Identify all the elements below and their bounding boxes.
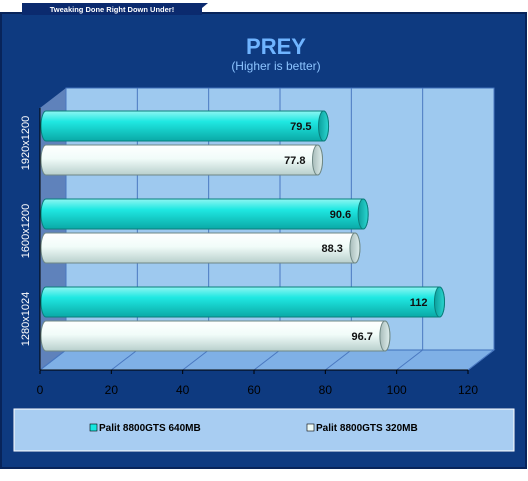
legend-swatch-640 — [89, 423, 98, 432]
bars-layer: 79.5 77.8 90.6 88.3 112 96.7 — [40, 110, 445, 352]
legend-label-320: Palit 8800GTS 320MB — [316, 423, 418, 434]
data-label: 90.6 — [330, 209, 351, 221]
category-label: 1600x1200 — [20, 204, 32, 258]
category-label: 1920x1200 — [20, 116, 32, 170]
legend-label-640: Palit 8800GTS 640MB — [99, 423, 201, 434]
bar-cap — [379, 320, 391, 352]
data-label: 112 — [410, 297, 428, 309]
data-label: 79.5 — [290, 121, 311, 133]
category-labels: 1920x1200 1600x1200 1280x1024 — [20, 116, 32, 346]
x-tick-label: 80 — [319, 383, 333, 397]
gridline-floor — [325, 349, 352, 371]
chart-title: PREY — [246, 34, 306, 59]
gridline-floor — [467, 349, 495, 371]
chart-subtitle: (Higher is better) — [231, 59, 320, 73]
banner-text: Tweaking Done Right Down Under! — [50, 5, 174, 14]
gridline-floor — [39, 349, 67, 371]
x-tick-label: 0 — [37, 383, 44, 397]
gridline-floor — [396, 349, 423, 371]
data-label: 88.3 — [322, 243, 343, 255]
x-tick-label: 20 — [105, 383, 119, 397]
bar — [40, 286, 445, 318]
gridline-floor — [182, 349, 209, 371]
x-tick-label: 40 — [176, 383, 190, 397]
data-label: 96.7 — [351, 331, 372, 343]
bar — [40, 198, 369, 230]
banner-tab-body — [22, 3, 202, 15]
data-label: 77.8 — [284, 155, 305, 167]
bar — [40, 110, 330, 142]
bar-cap — [349, 232, 361, 264]
ticks-layer: 0 20 40 60 80 100 120 — [37, 370, 478, 397]
x-tick-label: 100 — [387, 383, 407, 397]
bar-cap — [311, 144, 323, 176]
bar — [40, 320, 391, 352]
category-label: 1280x1024 — [20, 292, 32, 346]
gridline-floor — [111, 349, 138, 371]
legend-box — [13, 408, 515, 452]
bar — [40, 144, 323, 176]
bar — [40, 232, 361, 264]
bar-cap — [357, 198, 369, 230]
bar-cap — [318, 110, 330, 142]
gridline-floor — [253, 349, 281, 371]
x-tick-label: 60 — [247, 383, 261, 397]
bar-cap — [433, 286, 445, 318]
legend-swatch-320 — [306, 423, 315, 432]
x-tick-label: 120 — [458, 383, 478, 397]
